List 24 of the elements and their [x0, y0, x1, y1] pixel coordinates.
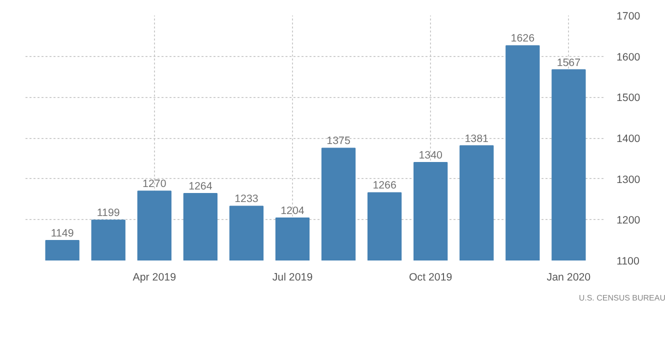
x-tick-label: Jan 2020 [546, 272, 591, 284]
data-label: 1340 [418, 150, 443, 162]
data-label: 1567 [556, 56, 581, 69]
data-label: 1199 [96, 207, 120, 220]
data-label: 1375 [326, 135, 350, 148]
x-tick-label: Apr 2019 [132, 272, 176, 284]
data-label: 1381 [464, 132, 489, 145]
y-tick-label: 1400 [616, 133, 640, 145]
x-tick-label: Oct 2019 [408, 272, 452, 284]
y-tick-label: 1100 [616, 256, 640, 268]
y-tick-label: 1600 [616, 51, 640, 64]
data-label: 1264 [188, 180, 212, 193]
y-tick-label: 1700 [616, 10, 640, 22]
y-tick-label: 1300 [616, 174, 640, 186]
y-tick-label: 1200 [616, 214, 640, 227]
y-tick-label: 1500 [616, 92, 640, 104]
x-tick-label: Jul 2019 [272, 272, 313, 284]
data-label: 1266 [372, 180, 396, 192]
text: U.S. CENSUS BUREAU [578, 294, 665, 302]
data-label: 1626 [510, 32, 535, 45]
data-label: 1204 [280, 205, 304, 218]
data-label: 1270 [142, 178, 166, 190]
data-label: 1233 [234, 193, 258, 206]
data-label: 1149 [50, 227, 74, 240]
